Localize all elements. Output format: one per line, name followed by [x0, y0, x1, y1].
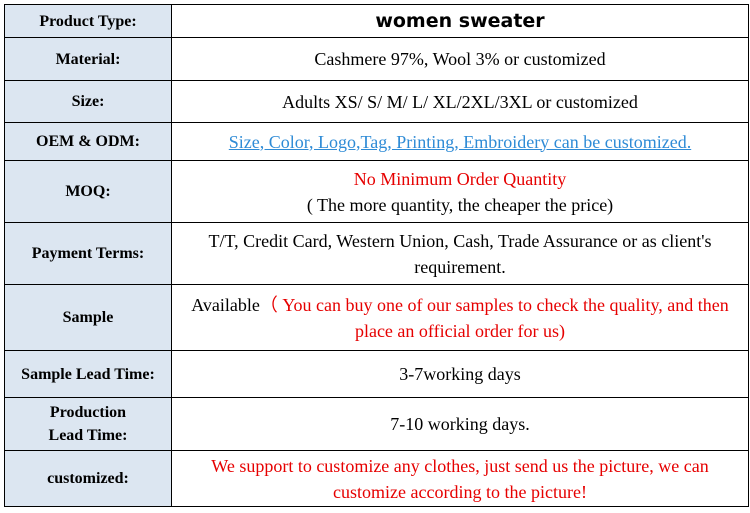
- row-sample: Sample Available（ You can buy one of our…: [4, 284, 749, 351]
- value-customized: We support to customize any clothes, jus…: [171, 450, 749, 507]
- product-spec-table: Product Type: women sweater Material: Ca…: [4, 4, 749, 507]
- row-moq: MOQ: No Minimum Order Quantity ( The mor…: [4, 160, 749, 223]
- label-payment-terms: Payment Terms:: [4, 222, 172, 285]
- label-line-1: Production: [49, 404, 127, 421]
- label-oem-odm: OEM & ODM:: [4, 122, 172, 161]
- label-customized: customized:: [4, 450, 172, 507]
- row-production-lead-time: Production Lead Time: 7-10 working days.: [4, 397, 749, 451]
- moq-main: No Minimum Order Quantity: [353, 168, 567, 189]
- row-product-type: Product Type: women sweater: [4, 4, 749, 38]
- row-customized: customized: We support to customize any …: [4, 450, 749, 507]
- value-payment-terms: T/T, Credit Card, Western Union, Cash, T…: [171, 222, 749, 285]
- row-payment-terms: Payment Terms: T/T, Credit Card, Western…: [4, 222, 749, 285]
- value-sample-lead-time: 3-7working days: [171, 350, 749, 398]
- label-material: Material:: [4, 37, 172, 81]
- row-material: Material: Cashmere 97%, Wool 3% or custo…: [4, 37, 749, 81]
- label-production-lead-time: Production Lead Time:: [4, 397, 172, 451]
- row-size: Size: Adults XS/ S/ M/ L/ XL/2XL/3XL or …: [4, 80, 749, 123]
- moq-note: ( The more quantity, the cheaper the pri…: [306, 194, 614, 215]
- value-size: Adults XS/ S/ M/ L/ XL/2XL/3XL or custom…: [171, 80, 749, 123]
- sample-note: （ You can buy one of our samples to chec…: [259, 294, 729, 341]
- row-sample-lead-time: Sample Lead Time: 3-7working days: [4, 350, 749, 398]
- label-line-2: Lead Time:: [48, 427, 128, 444]
- label-product-type: Product Type:: [4, 4, 172, 38]
- value-sample: Available（ You can buy one of our sample…: [171, 284, 749, 351]
- row-oem-odm: OEM & ODM: Size, Color, Logo,Tag, Printi…: [4, 122, 749, 161]
- value-product-type: women sweater: [171, 4, 749, 38]
- label-sample: Sample: [4, 284, 172, 351]
- label-sample-lead-time: Sample Lead Time:: [4, 350, 172, 398]
- value-material: Cashmere 97%, Wool 3% or customized: [171, 37, 749, 81]
- value-moq: No Minimum Order Quantity ( The more qua…: [171, 160, 749, 223]
- label-moq: MOQ:: [4, 160, 172, 223]
- customization-link[interactable]: Size, Color, Logo,Tag, Printing, Embroid…: [228, 131, 692, 152]
- label-size: Size:: [4, 80, 172, 123]
- sample-available: Available: [191, 294, 260, 315]
- value-oem-odm: Size, Color, Logo,Tag, Printing, Embroid…: [171, 122, 749, 161]
- value-production-lead-time: 7-10 working days.: [171, 397, 749, 451]
